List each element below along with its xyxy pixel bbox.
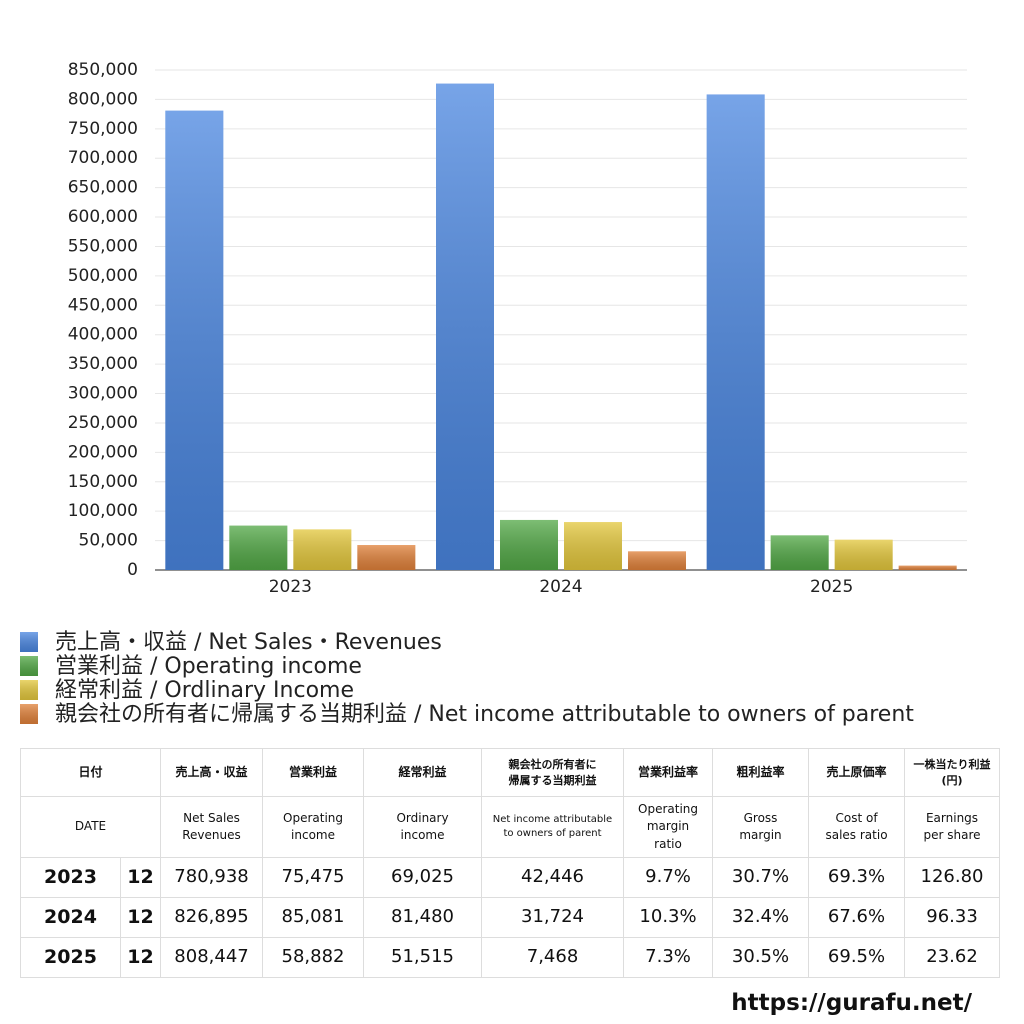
table-cell: 31,724 bbox=[481, 897, 625, 938]
y-tick-label: 350,000 bbox=[68, 354, 138, 374]
y-tick-label: 850,000 bbox=[68, 60, 138, 80]
y-tick-label: 450,000 bbox=[68, 295, 138, 315]
y-tick-label: 550,000 bbox=[68, 236, 138, 256]
header-ja: 経常利益 bbox=[363, 748, 483, 797]
legend-label: 売上高・収益 / Net Sales・Revenues bbox=[55, 630, 442, 655]
header-ja: 営業利益 bbox=[262, 748, 365, 797]
y-tick-label: 600,000 bbox=[68, 207, 138, 227]
table-cell: 30.7% bbox=[712, 857, 810, 898]
table-cell: 12 bbox=[119, 857, 162, 898]
header-en: Cost of sales ratio bbox=[808, 796, 906, 858]
table-cell: 51,515 bbox=[363, 937, 483, 978]
y-tick-label: 300,000 bbox=[68, 384, 138, 404]
y-tick-label: 100,000 bbox=[68, 501, 138, 521]
header-ja: 一株当たり利益 (円) bbox=[904, 748, 1001, 797]
table-cell: 32.4% bbox=[712, 897, 810, 938]
bar-shade bbox=[628, 551, 686, 570]
y-tick-label: 150,000 bbox=[68, 472, 138, 492]
table-cell: 23.62 bbox=[904, 937, 1001, 978]
legend-label: 経常利益 / Ordlinary Income bbox=[55, 678, 354, 703]
table-cell: 10.3% bbox=[623, 897, 714, 938]
bar-shade bbox=[165, 110, 224, 571]
bar-shade bbox=[229, 525, 288, 570]
table-cell: 58,882 bbox=[262, 937, 365, 978]
y-tick-label: 800,000 bbox=[68, 89, 138, 109]
table-cell: 2023 bbox=[20, 857, 121, 898]
table-cell: 75,475 bbox=[262, 857, 365, 898]
table-cell: 126.80 bbox=[904, 857, 1001, 898]
bar-shade bbox=[293, 529, 352, 570]
header-en: Net income attributable to owners of par… bbox=[481, 796, 625, 858]
legend-swatch-shade bbox=[20, 632, 38, 652]
header-ja: 営業利益率 bbox=[623, 748, 714, 797]
legend-swatch-shade bbox=[20, 704, 38, 724]
legend-swatch-shade bbox=[20, 656, 38, 676]
header-ja: 日付 bbox=[19, 748, 162, 797]
bar-shade bbox=[834, 539, 893, 570]
header-en: Net Sales Revenues bbox=[160, 796, 264, 858]
table-cell: 69.3% bbox=[808, 857, 906, 898]
legend-label: 営業利益 / Operating income bbox=[55, 654, 362, 679]
table-cell: 808,447 bbox=[160, 937, 264, 978]
table-cell: 7.3% bbox=[623, 937, 714, 978]
header-en: DATE bbox=[19, 796, 162, 858]
x-tick-label: 2025 bbox=[810, 577, 853, 597]
bar-shade bbox=[706, 94, 765, 571]
table-cell: 69,025 bbox=[363, 857, 483, 898]
table-cell: 81,480 bbox=[363, 897, 483, 938]
table-cell: 2025 bbox=[20, 937, 121, 978]
header-ja: 粗利益率 bbox=[712, 748, 810, 797]
header-en: Operating margin ratio bbox=[623, 796, 714, 858]
chart: 0 50,000 100,000 150,000 200,000 250,000 300,0… bbox=[20, 60, 967, 727]
data-table: 日付 売上高・収益 営業利益 経常利益 親会社の所有者に 帰属する当期利益 営業利益率 粗利… bbox=[19, 748, 1001, 978]
table-cell: 780,938 bbox=[160, 857, 264, 898]
table-cell: 42,446 bbox=[481, 857, 625, 898]
header-ja: 親会社の所有者に 帰属する当期利益 bbox=[481, 748, 625, 797]
y-tick-label: 50,000 bbox=[79, 531, 138, 551]
table-cell: 9.7% bbox=[623, 857, 714, 898]
bar-shade bbox=[564, 522, 622, 570]
header-ja: 売上原価率 bbox=[808, 748, 906, 797]
table-cell: 12 bbox=[119, 897, 162, 938]
bar-shade bbox=[770, 535, 829, 570]
table-cell: 67.6% bbox=[808, 897, 906, 938]
x-tick-label: 2023 bbox=[269, 577, 312, 597]
bar-shade bbox=[436, 83, 494, 570]
site-url: https://gurafu.net/ bbox=[731, 990, 972, 1016]
y-tick-label: 250,000 bbox=[68, 413, 138, 433]
table-cell: 30.5% bbox=[712, 937, 810, 978]
header-en: Operating income bbox=[262, 796, 365, 858]
y-tick-label: 650,000 bbox=[68, 178, 138, 198]
table-cell: 85,081 bbox=[262, 897, 365, 938]
y-tick-label: 200,000 bbox=[68, 442, 138, 462]
y-tick-label: 700,000 bbox=[68, 148, 138, 168]
header-en: Gross margin bbox=[712, 796, 810, 858]
table-cell: 69.5% bbox=[808, 937, 906, 978]
bar-shade bbox=[898, 565, 957, 570]
y-tick-label: 400,000 bbox=[68, 325, 138, 345]
bar-shade bbox=[500, 519, 558, 570]
y-tick-label: 500,000 bbox=[68, 266, 138, 286]
y-tick-label: 750,000 bbox=[68, 119, 138, 139]
legend-label: 親会社の所有者に帰属する当期利益 / Net income attributab… bbox=[55, 702, 914, 727]
table-cell: 2024 bbox=[20, 897, 121, 938]
table-cell: 12 bbox=[119, 937, 162, 978]
table-cell: 7,468 bbox=[481, 937, 625, 978]
table-cell: 826,895 bbox=[160, 897, 264, 938]
bar-shade bbox=[357, 545, 416, 570]
x-tick-label: 2024 bbox=[539, 577, 582, 597]
header-ja: 売上高・収益 bbox=[160, 748, 264, 797]
table-cell: 96.33 bbox=[904, 897, 1001, 938]
header-en: Ordinary income bbox=[363, 796, 483, 858]
y-tick-label: 0 bbox=[127, 560, 138, 580]
legend-swatch-shade bbox=[20, 680, 38, 700]
header-en: Earnings per share bbox=[904, 796, 1001, 858]
